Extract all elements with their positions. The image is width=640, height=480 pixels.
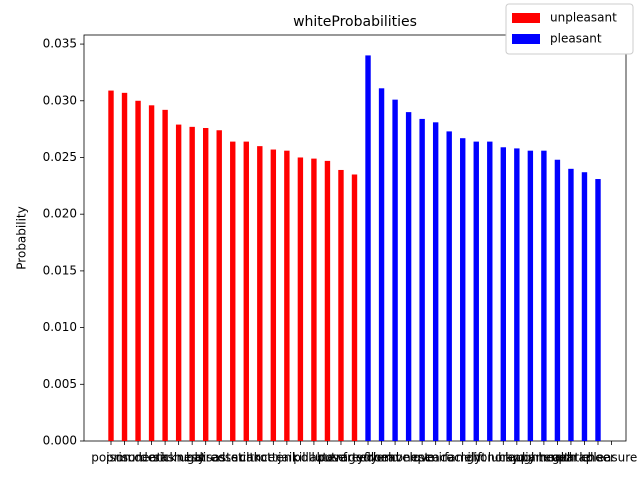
y-tick-label: 0.030 (43, 93, 77, 107)
x-tick-label: stink (232, 451, 261, 465)
bar (527, 150, 534, 442)
bar (460, 138, 466, 441)
bar (202, 127, 209, 441)
x-tick-label: murder (116, 451, 160, 465)
legend-swatch (512, 13, 540, 23)
bar (473, 141, 479, 442)
x-tick-label: poverty (318, 451, 364, 465)
x-tick-label: honest (388, 451, 429, 465)
bar (595, 179, 601, 441)
bar (216, 130, 222, 441)
bar (541, 150, 547, 442)
bar (108, 90, 114, 442)
x-tick-label: miracle (427, 451, 472, 465)
y-tick-label: 0.005 (43, 377, 77, 391)
bar (230, 141, 236, 442)
legend-label: pleasant (550, 32, 602, 46)
bar (175, 124, 182, 442)
bar (243, 141, 249, 442)
x-tick-label: death (134, 451, 169, 465)
bar (284, 150, 290, 442)
legend-swatch (512, 34, 540, 44)
bar (270, 149, 277, 441)
bar (189, 126, 195, 441)
bar (162, 109, 168, 442)
bar (338, 169, 344, 441)
x-tick-label: cancer (240, 451, 281, 465)
bar (554, 159, 561, 441)
x-tick-label: gentle (552, 451, 590, 465)
bar (135, 100, 141, 441)
x-tick-label: poison (91, 451, 131, 465)
x-tick-label: gift (466, 451, 486, 465)
x-tick-label: freedom (343, 451, 393, 465)
x-tick-label: ugly (179, 451, 205, 465)
bar (121, 92, 128, 442)
x-tick-label: jail (277, 451, 295, 465)
x-tick-label: lucky (488, 451, 519, 465)
x-tick-label: sickness (153, 451, 204, 465)
x-tick-label: kill (292, 451, 309, 465)
bar (405, 112, 412, 442)
bar (500, 147, 507, 441)
y-tick-label: 0.000 (43, 434, 77, 448)
x-tick-label: heaven (373, 451, 417, 465)
x-tick-label: pollute (293, 451, 334, 465)
y-tick-label: 0.015 (43, 263, 77, 277)
x-tick-label: peace (417, 451, 453, 465)
bar (419, 118, 425, 442)
x-tick-label: honor (472, 451, 507, 465)
x-tick-label: abuse (309, 451, 345, 465)
x-tick-label: disaster (195, 451, 243, 465)
y-tick-label: 0.025 (43, 150, 77, 164)
x-tick-label: pleasure (586, 451, 638, 465)
x-tick-label: happy (498, 451, 535, 465)
x-tick-label: friend (364, 451, 399, 465)
bar (581, 172, 588, 442)
y-tick-label: 0.020 (43, 207, 77, 221)
chart-title: whiteProbabilities (293, 14, 417, 30)
x-tick-label: paradise (559, 451, 611, 465)
bar (148, 105, 155, 441)
bar (378, 88, 385, 442)
x-tick-label: love (410, 451, 435, 465)
bar (297, 157, 304, 441)
x-tick-label: assault (211, 451, 254, 465)
bar (351, 174, 358, 441)
bar (392, 99, 398, 441)
x-tick-label: health (538, 451, 576, 465)
y-tick-label: 0.010 (43, 320, 77, 334)
bar (446, 131, 452, 441)
bar (514, 148, 520, 441)
y-axis-label: Probability (15, 206, 29, 269)
bar (311, 158, 317, 441)
x-tick-label: diamond (518, 451, 571, 465)
bar (432, 122, 439, 441)
legend-label: unpleasant (550, 11, 617, 25)
x-tick-label: hatred (186, 451, 225, 465)
x-tick-label: cheer (581, 451, 615, 465)
y-tick-label: 0.035 (43, 37, 77, 51)
bar (365, 55, 371, 442)
x-tick-label: tragedy (331, 451, 378, 465)
bar (568, 168, 574, 441)
x-tick-label: prison (106, 451, 143, 465)
x-tick-label: crash (149, 451, 182, 465)
x-tick-label: family (444, 451, 481, 465)
x-tick-label: laughter (505, 451, 556, 465)
bar (324, 160, 331, 441)
bar (257, 146, 263, 442)
bar (487, 141, 493, 442)
x-tick-label: rotten (255, 451, 291, 465)
